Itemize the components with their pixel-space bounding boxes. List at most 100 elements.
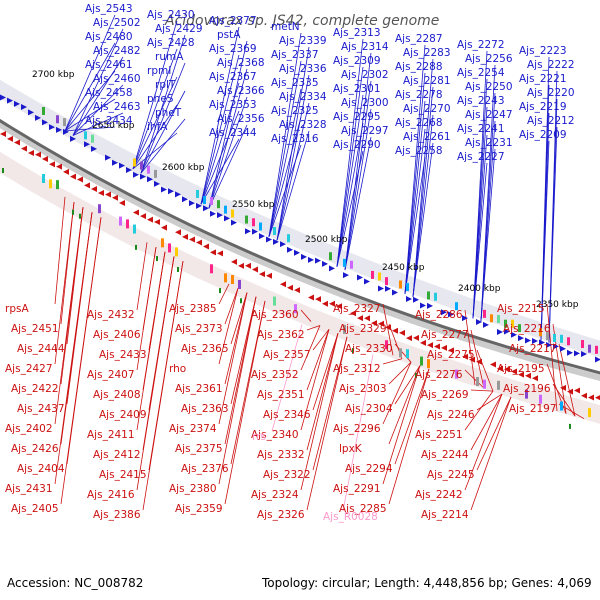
reverse-gene-label[interactable]: Ajs_2244 (421, 449, 469, 461)
forward-gene-label[interactable]: Ajs_2460 (93, 73, 141, 85)
reverse-gene-label[interactable]: Ajs_2402 (5, 423, 53, 435)
reverse-gene-label[interactable]: Ajs_2427 (5, 363, 53, 375)
forward-gene-label[interactable]: Ajs_2219 (519, 101, 567, 113)
forward-gene-label[interactable]: Ajs_2309 (333, 55, 381, 67)
reverse-gene-label[interactable]: Ajs_2407 (87, 369, 135, 381)
reverse-gene-label[interactable]: Ajs_2365 (181, 343, 229, 355)
forward-gene-label[interactable]: Ajs_2288 (395, 61, 443, 73)
forward-gene-label[interactable]: Ajs_2302 (341, 69, 389, 81)
reverse-gene-label[interactable]: Ajs_2332 (257, 449, 305, 461)
forward-gene-label[interactable]: rpmI (147, 65, 171, 77)
reverse-gene-label[interactable]: Ajs_2404 (17, 463, 65, 475)
forward-gene-label[interactable]: Ajs_2261 (403, 131, 451, 143)
forward-gene-label[interactable]: Ajs_2325 (271, 105, 319, 117)
reverse-gene-label[interactable]: Ajs_2195 (497, 363, 545, 375)
forward-gene-label[interactable]: Ajs_2336 (279, 63, 327, 75)
forward-gene-label[interactable]: Ajs_2356 (217, 113, 265, 125)
reverse-gene-label[interactable]: Ajs_2380 (169, 483, 217, 495)
reverse-gene-label[interactable]: Ajs_2351 (257, 389, 305, 401)
forward-gene-label[interactable]: Ajs_2258 (395, 145, 443, 157)
rna-gene-label[interactable]: Ajs_R0028 (323, 511, 378, 523)
forward-gene-label[interactable]: Ajs_2337 (271, 49, 319, 61)
forward-gene-label[interactable]: metN (271, 21, 300, 33)
forward-gene-label[interactable]: Ajs_2461 (85, 59, 133, 71)
forward-gene-label[interactable]: Ajs_2328 (279, 119, 327, 131)
reverse-gene-label[interactable]: Ajs_2330 (345, 343, 393, 355)
forward-gene-label[interactable]: Ajs_2368 (217, 57, 265, 69)
forward-gene-label[interactable]: Ajs_2290 (333, 139, 381, 151)
reverse-gene-label[interactable]: lpxK (339, 443, 363, 455)
forward-gene-label[interactable]: Ajs_2480 (85, 31, 133, 43)
reverse-gene-label[interactable]: Ajs_2444 (17, 343, 65, 355)
reverse-gene-label[interactable]: Ajs_2303 (339, 383, 387, 395)
reverse-gene-label[interactable]: Ajs_2277 (421, 329, 469, 341)
forward-gene-label[interactable]: Ajs_2334 (279, 91, 327, 103)
reverse-gene-label[interactable]: Ajs_2376 (181, 463, 229, 475)
reverse-gene-label[interactable]: Ajs_2326 (257, 509, 305, 521)
forward-gene-label[interactable]: Ajs_2247 (465, 109, 513, 121)
reverse-gene-label[interactable]: Ajs_2374 (169, 423, 217, 435)
reverse-gene-label[interactable]: Ajs_2412 (93, 449, 141, 461)
forward-gene-label[interactable]: Ajs_2482 (93, 45, 141, 57)
reverse-gene-label[interactable]: Ajs_2431 (5, 483, 53, 495)
reverse-gene-label[interactable]: Ajs_2296 (333, 423, 381, 435)
reverse-gene-label[interactable]: Ajs_2215 (497, 303, 545, 315)
forward-gene-label[interactable]: Ajs_2313 (333, 27, 381, 39)
reverse-gene-label[interactable]: Ajs_2276 (415, 369, 463, 381)
rna-gene-label[interactable]: rrs (252, 431, 266, 443)
forward-gene-label[interactable]: Ajs_2295 (333, 111, 381, 123)
forward-gene-label[interactable]: Ajs_2283 (403, 47, 451, 59)
forward-gene-label[interactable]: Ajs_2463 (93, 101, 141, 113)
forward-gene-label[interactable]: Ajs_2502 (93, 17, 141, 29)
reverse-gene-label[interactable]: Ajs_2415 (99, 469, 147, 481)
reverse-gene-label[interactable]: Ajs_2346 (263, 409, 311, 421)
reverse-gene-label[interactable]: Ajs_2363 (181, 403, 229, 415)
forward-gene-label[interactable]: Ajs_2434 (85, 115, 133, 127)
reverse-gene-label[interactable]: Ajs_2416 (87, 489, 135, 501)
forward-gene-label[interactable]: Ajs_2429 (155, 23, 203, 35)
forward-gene-label[interactable]: Ajs_2366 (217, 85, 265, 97)
forward-gene-label[interactable]: Ajs_2335 (271, 77, 319, 89)
forward-gene-label[interactable]: Ajs_2430 (147, 9, 195, 21)
reverse-gene-label[interactable]: Ajs_2197 (509, 403, 557, 415)
reverse-gene-label[interactable]: Ajs_2304 (345, 403, 393, 415)
forward-gene-label[interactable]: Ajs_2212 (527, 115, 575, 127)
reverse-gene-label[interactable]: Ajs_2291 (333, 483, 381, 495)
forward-gene-label[interactable]: Ajs_2344 (209, 127, 257, 139)
reverse-gene-label[interactable]: Ajs_2294 (345, 463, 393, 475)
forward-gene-label[interactable]: Ajs_2250 (465, 81, 513, 93)
forward-gene-label[interactable]: Ajs_2428 (147, 37, 195, 49)
reverse-gene-label[interactable]: Ajs_2324 (251, 489, 299, 501)
reverse-gene-label[interactable]: Ajs_2361 (175, 383, 223, 395)
forward-gene-label[interactable]: Ajs_2223 (519, 45, 567, 57)
reverse-gene-label[interactable]: Ajs_2451 (11, 323, 59, 335)
reverse-gene-label[interactable]: Ajs_2357 (263, 349, 311, 361)
reverse-gene-label[interactable]: rpsA (5, 303, 29, 315)
forward-gene-label[interactable]: Ajs_2367 (209, 71, 257, 83)
forward-gene-label[interactable]: pheS (147, 93, 174, 105)
reverse-gene-label[interactable]: Ajs_2373 (175, 323, 223, 335)
forward-gene-label[interactable]: rumA (155, 51, 184, 63)
forward-gene-label[interactable]: Ajs_2243 (457, 95, 505, 107)
reverse-gene-label[interactable]: Ajs_2245 (427, 469, 475, 481)
forward-gene-label[interactable]: Ajs_2287 (395, 33, 443, 45)
reverse-gene-label[interactable]: Ajs_2437 (17, 403, 65, 415)
reverse-gene-label[interactable]: Ajs_2285 (339, 503, 387, 515)
reverse-gene-label[interactable]: Ajs_2286 (415, 309, 463, 321)
forward-gene-label[interactable]: Ajs_2314 (341, 41, 389, 53)
reverse-gene-label[interactable]: Ajs_2327 (333, 303, 381, 315)
reverse-gene-label[interactable]: Ajs_2214 (421, 509, 469, 521)
forward-gene-label[interactable]: Ajs_2278 (395, 89, 443, 101)
forward-gene-label[interactable]: ihfA (147, 121, 168, 133)
forward-gene-label[interactable]: Ajs_2231 (465, 137, 513, 149)
reverse-gene-label[interactable]: Ajs_2352 (251, 369, 299, 381)
forward-gene-label[interactable]: Ajs_2272 (457, 39, 505, 51)
reverse-gene-label[interactable]: Ajs_2275 (427, 349, 475, 361)
forward-gene-label[interactable]: Ajs_2369 (209, 43, 257, 55)
forward-gene-label[interactable]: Ajs_2254 (457, 67, 505, 79)
reverse-gene-label[interactable]: Ajs_2375 (175, 443, 223, 455)
forward-gene-label[interactable]: Ajs_2281 (403, 75, 451, 87)
reverse-gene-label[interactable]: rho (169, 363, 186, 375)
forward-gene-label[interactable]: Ajs_2209 (519, 129, 567, 141)
forward-gene-label[interactable]: Ajs_2300 (341, 97, 389, 109)
